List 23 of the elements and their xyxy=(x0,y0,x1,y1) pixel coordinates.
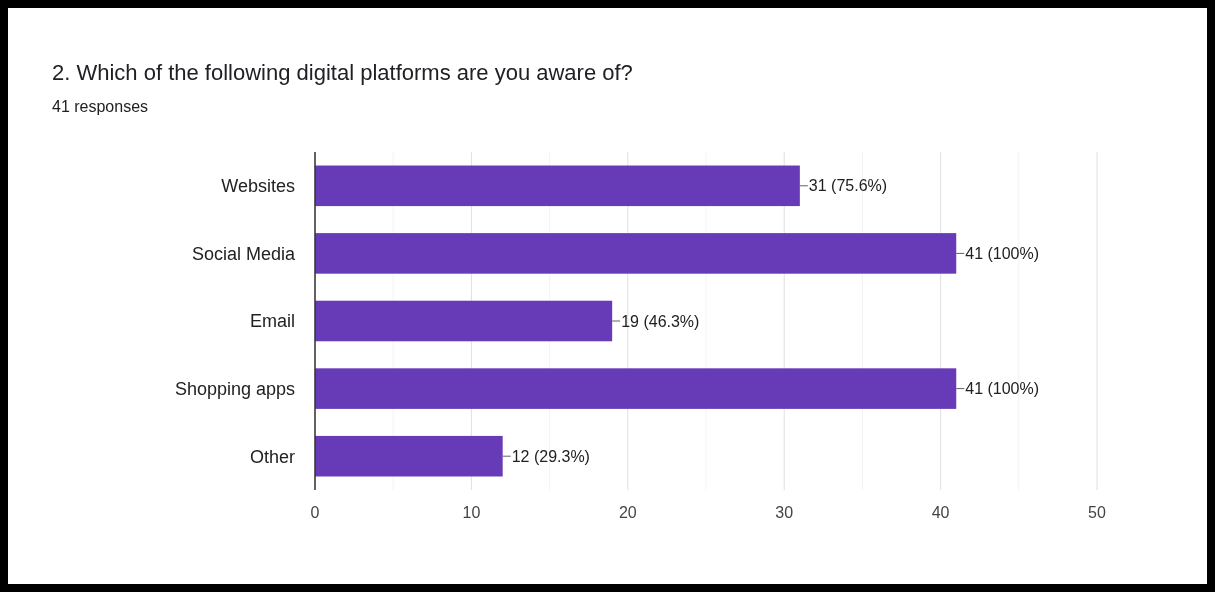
bar xyxy=(315,435,503,477)
chart-title: 2. Which of the following digital platforms are you aware of? xyxy=(52,60,633,85)
x-tick-label: 30 xyxy=(775,504,794,521)
data-label: 41 (100%) xyxy=(965,380,1040,398)
bar xyxy=(315,300,613,342)
x-tick-label: 40 xyxy=(931,504,950,521)
x-tick-label: 20 xyxy=(618,504,637,521)
data-label: 41 (100%) xyxy=(965,245,1040,262)
y-tick-label: Other xyxy=(249,446,295,467)
x-tick-label: 10 xyxy=(462,504,481,521)
data-label: 19 (46.3%) xyxy=(621,312,700,330)
data-label: 31 (75.6%) xyxy=(808,177,888,195)
y-tick-label: Email xyxy=(249,311,295,332)
y-tick-label: Shopping apps xyxy=(174,378,295,399)
bar xyxy=(315,368,957,409)
y-tick-label: Social Media xyxy=(191,243,296,264)
x-tick-label: 50 xyxy=(1088,504,1106,521)
text: 41 responses xyxy=(52,98,149,115)
x-tick-label: 0 xyxy=(310,504,320,521)
y-tick-label: Websites xyxy=(221,176,295,197)
bar xyxy=(315,233,957,274)
data-label: 12 (29.3%) xyxy=(511,447,590,465)
bar xyxy=(315,165,800,207)
